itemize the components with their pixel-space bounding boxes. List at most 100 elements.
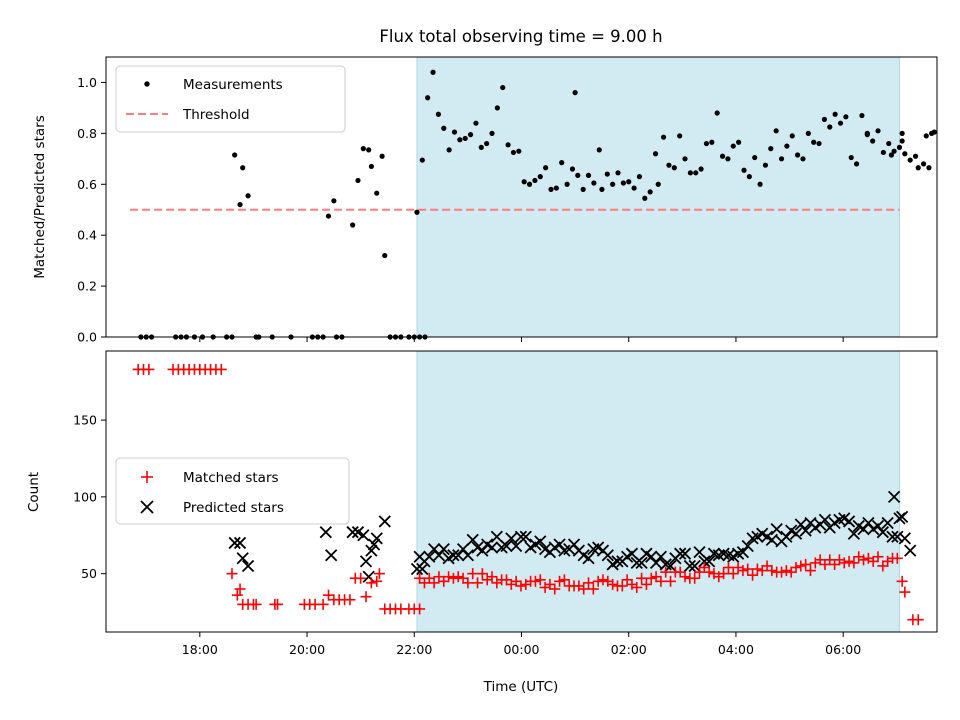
matched-star-point (722, 562, 734, 574)
matched-star-point (899, 586, 911, 598)
predicted-star-point (567, 538, 581, 551)
x-tick-label: 06:00 (825, 642, 861, 657)
measurement-point (714, 110, 720, 116)
measurement-point (768, 146, 774, 152)
measurement-point (467, 132, 474, 138)
matched-star-point (912, 614, 924, 626)
matched-star-point (423, 572, 435, 584)
predicted-star-stroke (886, 530, 899, 543)
matched-star-point (355, 572, 367, 584)
measurement-point (816, 140, 822, 147)
matched-star-point (645, 572, 657, 584)
matched-star-point (766, 565, 778, 577)
predicted-star-point (799, 524, 812, 537)
measurement-point (478, 144, 484, 150)
matched-star-point (751, 563, 763, 575)
matched-star-point (597, 574, 609, 586)
predicted-star-stroke (722, 549, 735, 562)
matched-star-point (462, 577, 474, 589)
predicted-star-stroke (659, 558, 672, 571)
predicted-star-stroke (891, 530, 904, 543)
predicted-star-stroke (241, 559, 255, 573)
predicted-star-stroke (770, 522, 783, 536)
predicted-star-stroke (904, 544, 917, 557)
predicted-star-stroke (857, 522, 870, 536)
matched-star-point (693, 566, 705, 578)
bottom-y-tick-label: 50 (81, 566, 97, 581)
measurement-point (795, 152, 801, 158)
measurement-point (457, 137, 463, 143)
matched-star-point (872, 551, 884, 563)
predicted-star-stroke (640, 547, 653, 560)
measurement-point (585, 172, 592, 178)
measurement-point (888, 152, 895, 158)
predicted-star-point (456, 542, 470, 556)
predicted-star-stroke (649, 556, 663, 570)
measurement-point (821, 116, 828, 122)
matched-star-point (215, 363, 227, 375)
matched-star-point (660, 566, 672, 578)
measurement-point (655, 181, 661, 187)
matched-star-point (578, 583, 590, 595)
matched-star-point (761, 560, 773, 572)
matched-star-point (636, 572, 648, 584)
measurement-point (610, 181, 616, 187)
measurement-point (580, 186, 586, 192)
measurement-point (596, 147, 602, 153)
measurement-point (687, 170, 693, 176)
matched-star-point (365, 577, 377, 589)
bottom-y-tick-label: 150 (73, 413, 97, 428)
matched-star-point (858, 554, 870, 566)
measurement-point (660, 134, 667, 140)
measurement-point (746, 174, 752, 180)
predicted-star-stroke (359, 555, 373, 568)
measurement-point (666, 162, 672, 168)
predicted-star-point (649, 556, 663, 570)
measurement-point (778, 156, 785, 162)
top-y-tick-label: 0.6 (77, 177, 97, 192)
predicted-star-point (736, 546, 750, 559)
matched-star-point (143, 363, 155, 375)
predicted-star-stroke (592, 541, 605, 554)
predicted-star-point (325, 549, 338, 562)
matched-star-point (234, 583, 246, 595)
predicted-star-stroke (678, 547, 692, 560)
predicted-star-stroke (481, 538, 494, 551)
legend-measurements-label: Measurements (183, 77, 283, 93)
matched-star-point (467, 568, 479, 580)
matched-star-point (250, 598, 262, 610)
predicted-star-stroke (756, 527, 769, 540)
predicted-star-stroke (736, 546, 750, 559)
measurement-point (591, 180, 597, 186)
matched-star-point (457, 572, 469, 584)
predicted-star-stroke (703, 555, 716, 568)
measurement-point (915, 165, 921, 171)
predicted-star-stroke (461, 549, 475, 562)
predicted-star-stroke (693, 546, 706, 559)
measurement-point (451, 129, 458, 135)
predicted-star-stroke (427, 542, 441, 556)
predicted-star-stroke (881, 516, 894, 530)
predicted-star-stroke (378, 515, 391, 528)
predicted-star-stroke (780, 530, 793, 543)
measurement-point (553, 185, 559, 191)
measurement-point (864, 132, 870, 138)
predicted-star-point (842, 515, 856, 528)
predicted-star-point (370, 532, 383, 545)
predicted-star-stroke (707, 547, 721, 560)
predicted-star-point (780, 530, 793, 543)
matched-star-point (785, 566, 797, 578)
matched-star-point (679, 571, 691, 583)
measurement-point (853, 161, 860, 167)
predicted-star-point (427, 542, 441, 556)
predicted-star-stroke (876, 526, 889, 539)
measurement-point (736, 139, 742, 145)
measurement-point (615, 170, 621, 176)
measurement-point (784, 143, 790, 149)
measurement-point (599, 186, 605, 192)
matched-star-point (689, 572, 701, 584)
matched-star-point (737, 565, 749, 577)
predicted-star-point (678, 547, 692, 560)
matched-star-point (814, 554, 826, 566)
measurement-point (473, 120, 479, 126)
